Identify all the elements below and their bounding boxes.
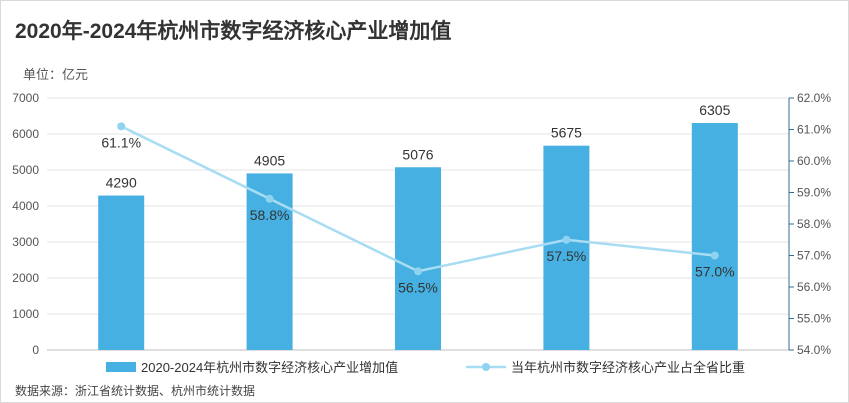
bar-value-label: 4905 bbox=[254, 152, 285, 168]
y-left-tick-label: 6000 bbox=[12, 127, 39, 141]
y-left-tick-label: 4000 bbox=[12, 199, 39, 213]
line-point bbox=[117, 122, 126, 131]
y-left-tick-label: 3000 bbox=[12, 235, 39, 249]
y-left-tick-label: 5000 bbox=[12, 163, 39, 177]
y-right-tick-label: 60.0% bbox=[797, 154, 831, 168]
line-value-label: 56.5% bbox=[398, 279, 438, 295]
line-point bbox=[710, 251, 719, 260]
bar bbox=[246, 173, 293, 350]
line-value-label: 57.0% bbox=[695, 264, 735, 280]
legend-bar-swatch bbox=[106, 362, 136, 372]
y-right-tick-label: 55.0% bbox=[797, 312, 831, 326]
line-value-label: 61.1% bbox=[101, 134, 141, 150]
line-point bbox=[414, 267, 422, 276]
y-left-tick-label: 1000 bbox=[12, 307, 39, 321]
y-right-tick-label: 58.0% bbox=[797, 217, 831, 231]
bar bbox=[98, 195, 145, 350]
unit-label: 单位：亿元 bbox=[23, 67, 89, 82]
y-right-tick-label: 54.0% bbox=[797, 343, 831, 357]
y-right-tick-label: 61.0% bbox=[797, 123, 831, 137]
legend-line-label: 当年杭州市数字经济核心产业占全省比重 bbox=[511, 360, 745, 375]
y-right-tick-label: 56.0% bbox=[797, 280, 831, 294]
line-value-label: 57.5% bbox=[547, 248, 587, 264]
bar-value-label: 5076 bbox=[402, 146, 433, 162]
bar-value-label: 4290 bbox=[106, 175, 137, 191]
bar-value-label: 5675 bbox=[551, 125, 582, 141]
line-value-label: 58.8% bbox=[250, 207, 290, 223]
chart-title: 2020年-2024年杭州市数字经济核心产业增加值 bbox=[15, 20, 452, 43]
source-note: 数据来源：浙江省统计数据、杭州市统计数据 bbox=[15, 384, 256, 398]
legend-bar-label: 2020-2024年杭州市数字经济核心产业增加值 bbox=[141, 360, 398, 375]
y-left-tick-label: 0 bbox=[32, 343, 39, 357]
line-point bbox=[562, 235, 571, 244]
bar bbox=[395, 167, 441, 350]
legend-line-marker bbox=[482, 363, 490, 371]
y-right-tick-label: 57.0% bbox=[797, 249, 831, 263]
y-left-tick-label: 2000 bbox=[12, 271, 39, 285]
bar bbox=[691, 123, 738, 351]
y-left-tick-label: 7000 bbox=[12, 91, 39, 105]
y-right-tick-label: 62.0% bbox=[797, 91, 831, 105]
bar bbox=[543, 145, 590, 350]
line-point bbox=[265, 194, 274, 203]
bar-value-label: 6305 bbox=[699, 102, 730, 118]
y-right-tick-label: 59.0% bbox=[797, 186, 831, 200]
